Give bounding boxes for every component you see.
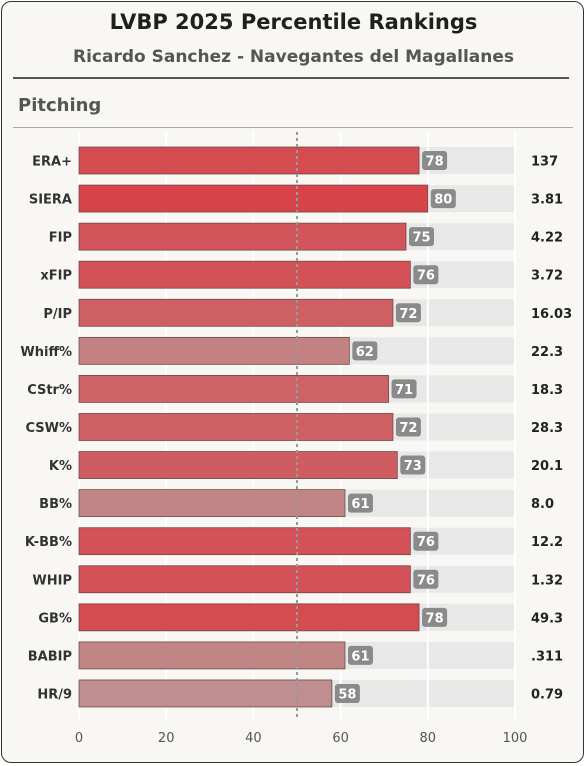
percentile-label: 62 bbox=[356, 345, 374, 360]
x-tick-label: 40 bbox=[245, 731, 262, 746]
x-tick-label: 60 bbox=[332, 731, 349, 746]
percentile-label: 58 bbox=[338, 687, 356, 702]
bar bbox=[78, 260, 411, 289]
section-divider bbox=[13, 127, 573, 128]
stat-value: 8.0 bbox=[531, 497, 554, 512]
chart-title: LVBP 2025 Percentile Rankings bbox=[109, 10, 478, 34]
percentile-label: 71 bbox=[395, 383, 413, 398]
percentile-badge bbox=[413, 531, 439, 551]
bar bbox=[78, 298, 394, 327]
percentile-badge bbox=[422, 151, 448, 170]
percentile-label: 78 bbox=[426, 155, 444, 170]
percentile-badge bbox=[400, 455, 426, 475]
stat-value: 16.03 bbox=[531, 307, 572, 322]
stat-value: 22.3 bbox=[531, 345, 563, 360]
bar bbox=[78, 375, 389, 403]
bar bbox=[78, 565, 411, 594]
category-label: CStr% bbox=[27, 383, 72, 398]
stat-value: 12.2 bbox=[531, 535, 563, 550]
category-label: ERA+ bbox=[32, 155, 72, 170]
x-tick-label: 80 bbox=[420, 731, 437, 746]
stat-value: 3.81 bbox=[531, 193, 563, 208]
bar bbox=[78, 413, 394, 441]
section-title: Pitching bbox=[18, 95, 102, 116]
category-label: K% bbox=[49, 459, 72, 474]
percentile-badge bbox=[352, 341, 378, 361]
percentile-badge bbox=[334, 683, 360, 703]
category-label: Whiff% bbox=[20, 345, 72, 360]
percentile-badge bbox=[347, 493, 373, 513]
category-label: P/IP bbox=[43, 307, 72, 322]
bar bbox=[78, 679, 333, 708]
category-label: CSW% bbox=[25, 421, 72, 436]
stat-value: .311 bbox=[531, 649, 563, 664]
percentile-label: 76 bbox=[417, 535, 435, 550]
stat-value: 4.22 bbox=[531, 231, 563, 246]
stat-value: 49.3 bbox=[531, 611, 563, 626]
category-label: xFIP bbox=[40, 269, 72, 284]
percentile-badge bbox=[422, 607, 448, 627]
percentile-badge bbox=[391, 379, 417, 399]
bar bbox=[78, 489, 346, 518]
percentile-label: 61 bbox=[351, 649, 369, 664]
bar bbox=[78, 641, 346, 670]
category-label: K-BB% bbox=[25, 535, 72, 550]
percentile-label: 73 bbox=[404, 459, 422, 474]
percentile-badge bbox=[395, 417, 421, 437]
bar bbox=[78, 336, 350, 365]
percentile-label: 76 bbox=[417, 269, 435, 284]
percentile-badge bbox=[430, 189, 456, 209]
percentile-label: 72 bbox=[399, 307, 417, 322]
percentile-badge bbox=[395, 303, 421, 323]
stat-value: 1.32 bbox=[531, 573, 563, 588]
percentile-badge bbox=[347, 645, 373, 665]
percentile-label: 80 bbox=[434, 193, 452, 208]
stat-value: 3.72 bbox=[531, 269, 563, 284]
stat-value: 18.3 bbox=[531, 383, 563, 398]
category-label: SIERA bbox=[29, 193, 72, 208]
chart-subtitle: Ricardo Sanchez - Navegantes del Magalla… bbox=[72, 47, 515, 67]
bar bbox=[78, 146, 420, 175]
x-tick-label: 0 bbox=[75, 731, 83, 746]
percentile-badge bbox=[413, 265, 439, 285]
percentile-label: 75 bbox=[412, 231, 430, 246]
category-label: HR/9 bbox=[37, 687, 72, 702]
category-label: BB% bbox=[39, 497, 72, 512]
x-tick-label: 20 bbox=[158, 731, 175, 746]
stat-value: 20.1 bbox=[531, 459, 563, 474]
percentile-label: 61 bbox=[351, 497, 369, 512]
percentile-badge bbox=[409, 227, 434, 247]
bar bbox=[78, 527, 411, 556]
x-tick-label: 100 bbox=[503, 731, 528, 746]
percentile-label: 76 bbox=[417, 573, 435, 588]
bar bbox=[78, 603, 420, 632]
percentile-label: 72 bbox=[399, 421, 417, 436]
category-label: BABIP bbox=[28, 649, 72, 664]
stat-value: 28.3 bbox=[531, 421, 563, 436]
category-label: GB% bbox=[38, 611, 72, 626]
percentile-label: 78 bbox=[426, 611, 444, 626]
bar bbox=[78, 184, 429, 213]
stat-value: 137 bbox=[531, 155, 558, 170]
bar bbox=[78, 451, 398, 479]
title-divider bbox=[13, 77, 569, 79]
category-label: FIP bbox=[49, 231, 72, 246]
bar bbox=[78, 222, 407, 251]
percentile-badge bbox=[413, 569, 439, 589]
stat-value: 0.79 bbox=[531, 687, 563, 702]
category-label: WHIP bbox=[32, 573, 72, 588]
